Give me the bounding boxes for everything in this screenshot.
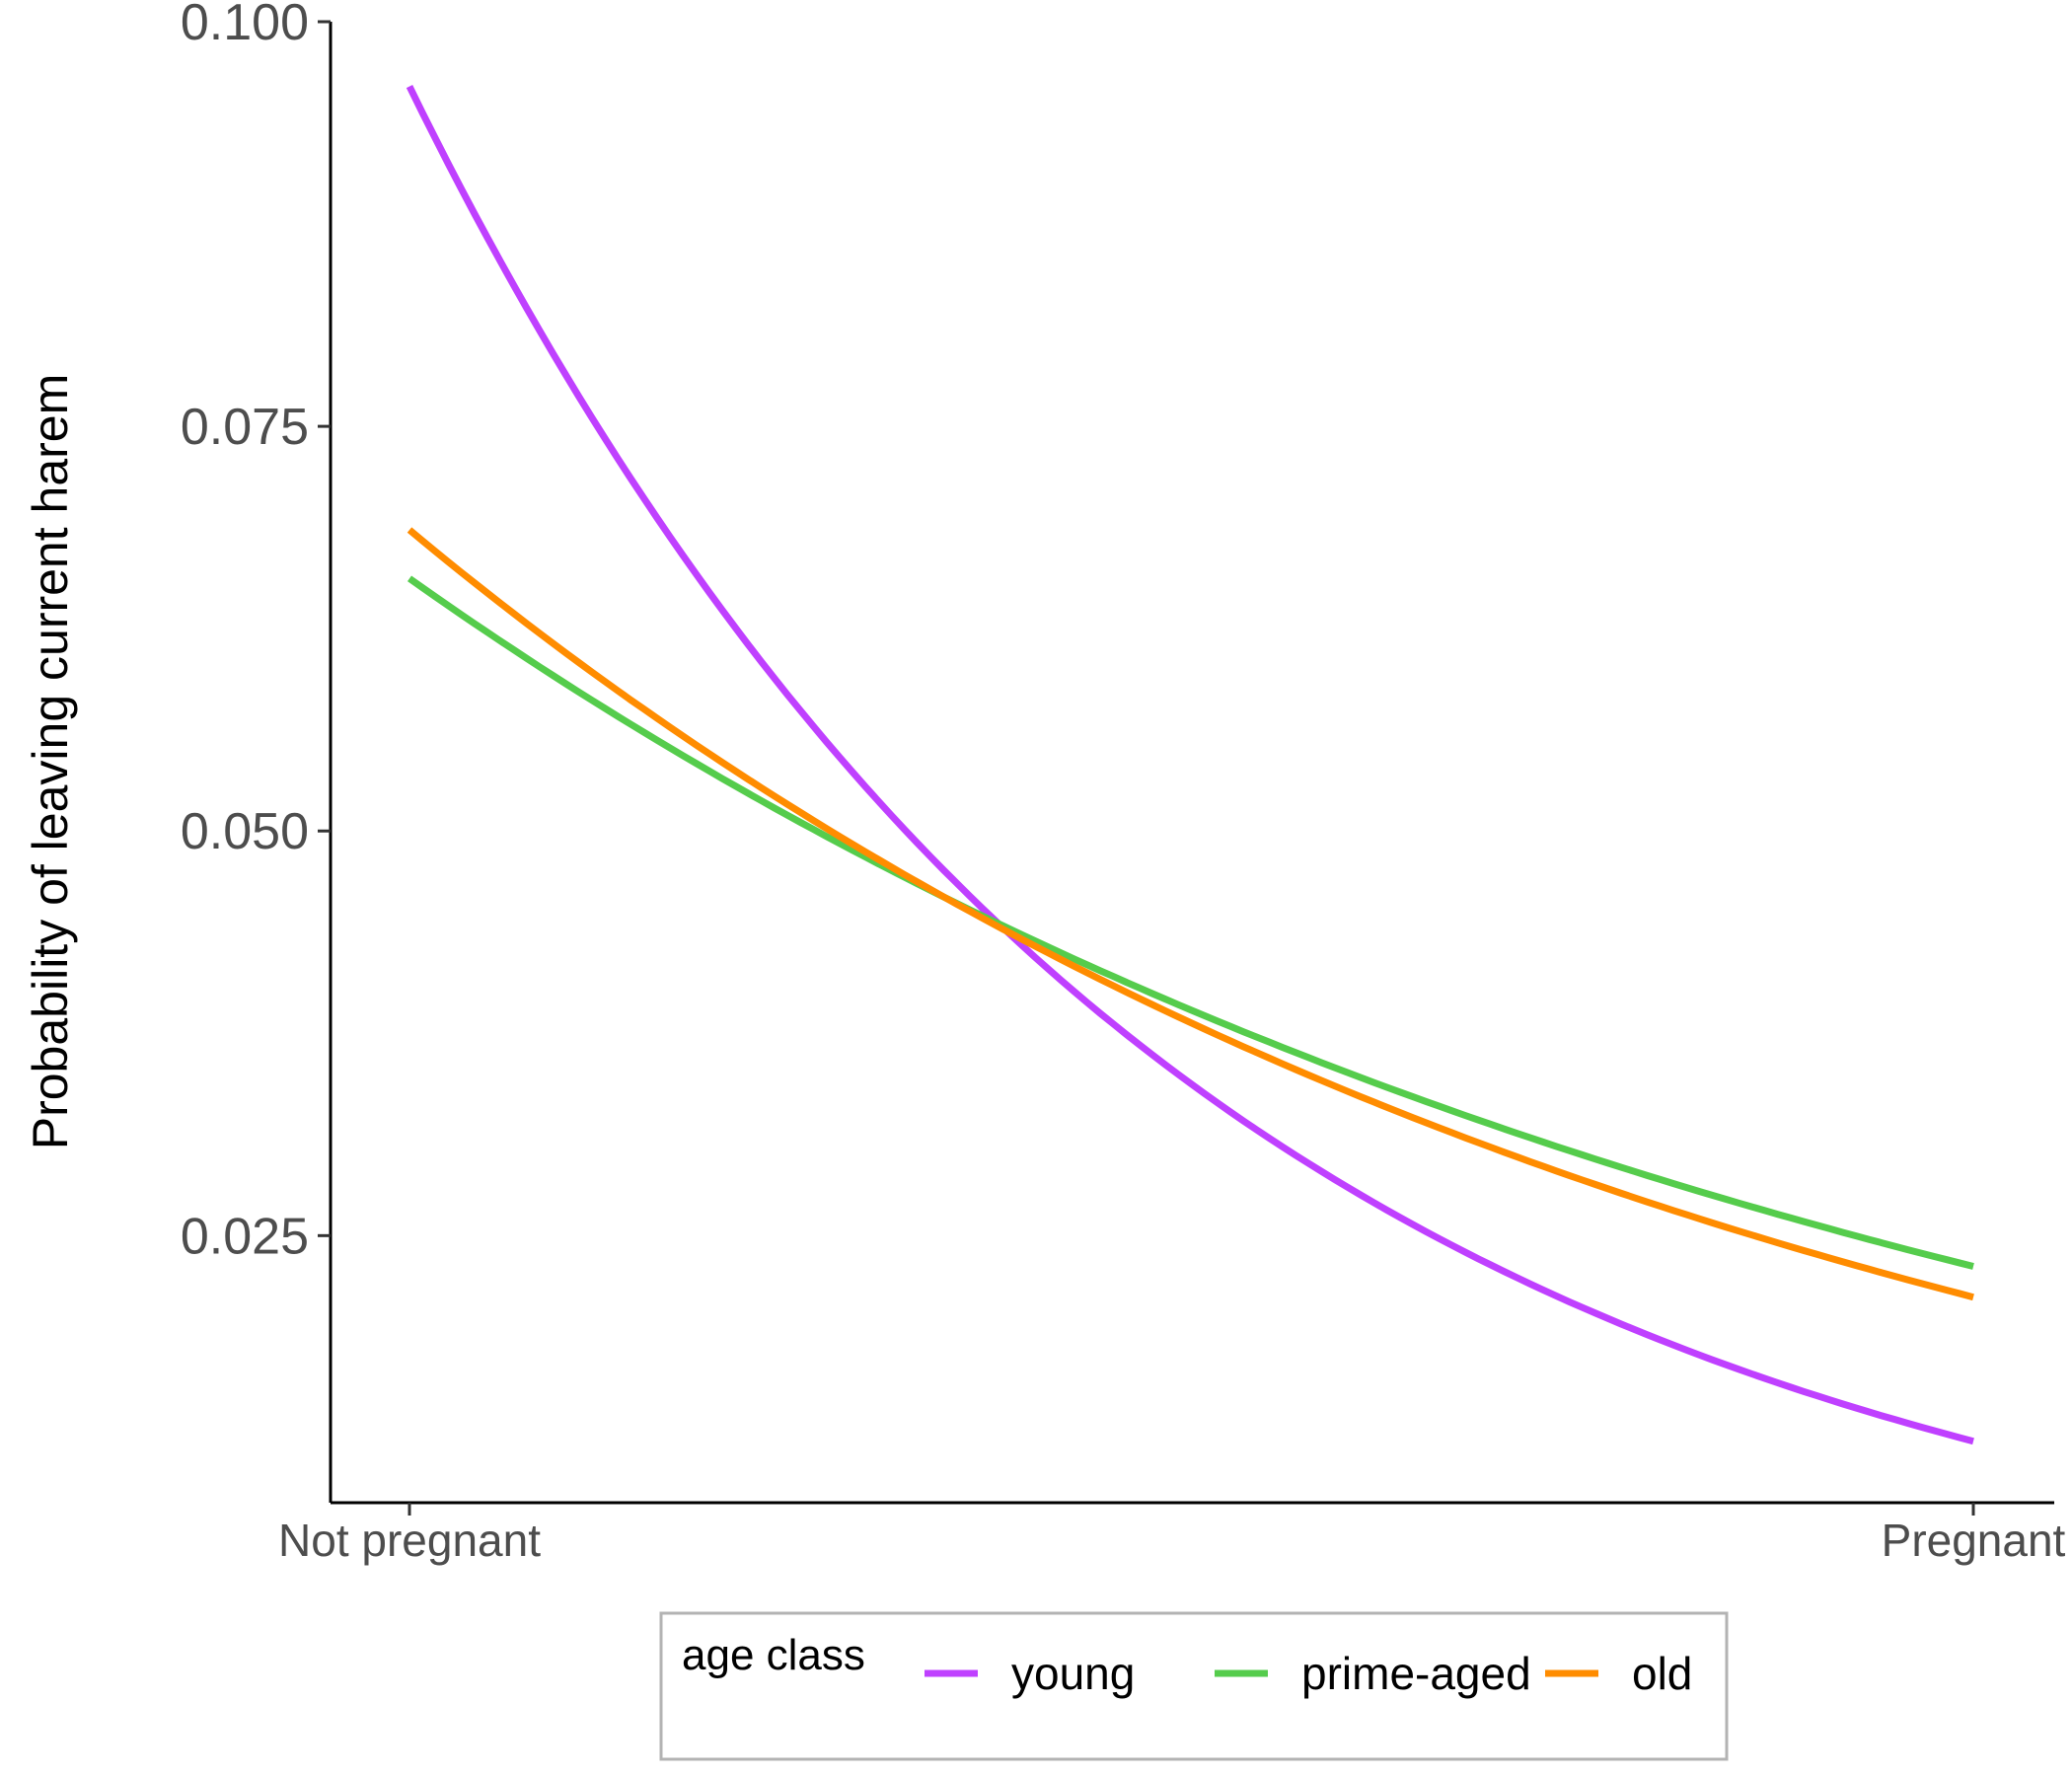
x-tick-label: Pregnant: [1882, 1515, 2066, 1566]
y-tick-label: 0.075: [181, 399, 309, 456]
x-tick-label: Not pregnant: [278, 1515, 541, 1566]
y-axis-title: Probability of leaving current harem: [23, 374, 78, 1150]
series-line-prime-aged: [407, 575, 1974, 1270]
legend-label-old: old: [1632, 1648, 1692, 1699]
y-tick-label: 0.050: [181, 803, 309, 860]
series-line-old: [407, 527, 1974, 1301]
legend-items: young prime-aged old: [925, 1648, 1692, 1699]
x-axis-ticks: Not pregnant Pregnant: [278, 1503, 2066, 1566]
y-tick-label: 0.100: [181, 0, 309, 51]
series-line-young: [406, 85, 1974, 1445]
legend: age class young prime-aged old: [659, 1611, 1729, 1761]
legend-label-young: young: [1011, 1648, 1135, 1699]
legend-title: age class: [682, 1631, 865, 1679]
legend-label-prime-aged: prime-aged: [1301, 1648, 1531, 1699]
legend-box: [659, 1611, 1729, 1761]
plot-area: [406, 85, 1974, 1445]
y-axis-ticks: 0.025 0.050 0.075 0.100: [181, 0, 331, 1265]
y-tick-label: 0.025: [181, 1208, 309, 1265]
